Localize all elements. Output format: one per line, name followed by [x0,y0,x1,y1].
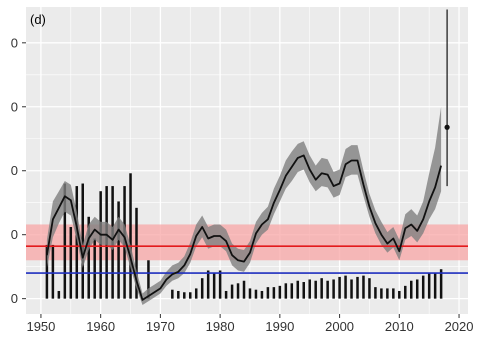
bar [326,280,329,299]
bar [356,276,359,299]
bar [147,260,150,299]
last-point [444,124,450,130]
bar [296,280,300,299]
x-tick-label: 1950 [26,319,55,334]
bar [344,275,347,299]
bar [254,289,258,299]
bar [87,216,90,299]
bar [194,288,198,299]
bar [404,285,407,299]
bar [99,191,102,299]
x-tick-label: 1970 [146,319,175,334]
bar [398,290,401,299]
bar [129,173,132,299]
bar [236,283,240,299]
bar [427,273,431,299]
bar [392,288,395,299]
bar [302,282,305,299]
bar [433,273,437,299]
bar [350,279,353,299]
bar [272,287,276,299]
bar [242,280,246,299]
y-tick-label: 0 [11,227,18,242]
bar [63,183,67,299]
bar [183,292,186,299]
x-tick-label: 2000 [325,319,354,334]
y-tick-label: 0 [11,291,18,306]
bar [266,287,270,299]
bar [278,285,282,299]
bar [332,279,335,299]
reference-lines [26,245,468,274]
panel-background [26,7,468,314]
bar [362,275,365,299]
bar [415,279,419,299]
bar [57,290,61,299]
bar [45,244,49,299]
bar [177,290,180,299]
bar [117,201,120,299]
x-tick-label: 1980 [206,319,235,334]
bar [248,288,252,299]
trend-line [46,154,442,301]
axes: 1950 1960 1970 1980 1990 2000 2010 2020 0 0 0 0 0 [11,35,474,334]
bar [284,283,288,299]
bar [93,238,96,299]
x-tick-label: 2020 [445,319,474,334]
bar [368,278,371,299]
bar [410,280,413,299]
bar [224,290,228,299]
bar [421,275,425,299]
y-tick-label: 0 [11,35,18,50]
bar [230,284,234,299]
bar [171,289,174,299]
y-tick-label: 0 [11,163,18,178]
bar [135,207,138,299]
bar [374,287,377,299]
x-tick-label: 1990 [265,319,294,334]
bar [81,183,84,299]
bar [218,270,222,299]
bar [338,276,341,299]
bar [212,273,216,299]
bar [51,244,55,299]
bar [75,186,79,299]
bar [260,290,264,299]
bar [380,288,383,299]
bar [439,269,443,299]
bar [290,283,294,299]
x-tick-label: 1960 [86,319,115,334]
trend-line-series [46,154,442,301]
y-tick-label: 0 [11,99,18,114]
x-tick-label: 2010 [385,319,414,334]
bar [69,227,73,299]
panel-label: (d) [30,12,46,27]
ribbon [46,106,442,305]
bar [314,280,317,299]
bar [189,292,192,299]
bar [308,279,311,299]
bar [206,270,210,299]
bar [320,278,323,299]
last-point [444,9,450,187]
bar [200,278,204,299]
bar [386,288,389,299]
confidence-ribbon [46,106,442,305]
